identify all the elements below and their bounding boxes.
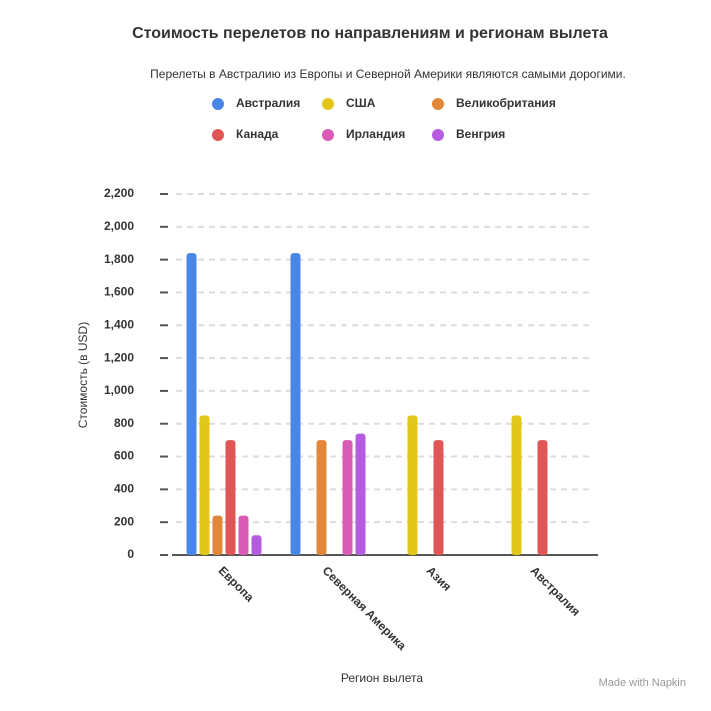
bar xyxy=(537,440,548,555)
legend-swatch xyxy=(212,98,224,110)
legend-swatch xyxy=(432,98,444,110)
legend-swatch xyxy=(322,129,334,141)
y-tick-label: 2,000 xyxy=(104,219,134,233)
y-tick-label: 1,200 xyxy=(104,350,134,364)
legend-label: США xyxy=(346,96,376,110)
bar xyxy=(355,433,366,555)
bar xyxy=(290,253,301,555)
y-tick-label: 0 xyxy=(127,547,134,561)
y-tick-label: 800 xyxy=(114,416,134,430)
bar xyxy=(186,253,197,555)
y-tick-label: 600 xyxy=(114,449,134,463)
watermark: Made with Napkin xyxy=(599,677,686,689)
bar xyxy=(511,415,522,555)
x-axis-label: Регион вылета xyxy=(341,671,424,685)
x-tick-label: Северная Америка xyxy=(320,563,410,653)
bar xyxy=(433,440,444,555)
bar xyxy=(212,515,223,555)
bar xyxy=(199,415,210,555)
legend-label: Великобритания xyxy=(456,96,556,110)
y-tick-label: 1,800 xyxy=(104,252,134,266)
bar xyxy=(407,415,418,555)
x-tick-label: Азия xyxy=(424,563,454,593)
chart-title: Стоимость перелетов по направлениям и ре… xyxy=(132,25,608,42)
y-tick-label: 1,400 xyxy=(104,317,134,331)
y-tick-label: 400 xyxy=(114,482,134,496)
y-tick-label: 1,600 xyxy=(104,285,134,299)
bar xyxy=(238,515,249,555)
y-tick-label: 200 xyxy=(114,514,134,528)
legend-label: Канада xyxy=(236,127,279,141)
legend-swatch xyxy=(322,98,334,110)
legend-label: Австралия xyxy=(236,96,300,110)
legend-swatch xyxy=(212,129,224,141)
y-tick-label: 1,000 xyxy=(104,383,134,397)
legend-swatch xyxy=(432,129,444,141)
bar xyxy=(225,440,236,555)
chart-subtitle: Перелеты в Австралию из Европы и Северно… xyxy=(150,67,626,81)
bar xyxy=(316,440,327,555)
bar xyxy=(342,440,353,555)
x-tick-label: Австралия xyxy=(528,563,583,618)
bar xyxy=(251,535,262,555)
x-tick-label: Европа xyxy=(216,563,257,604)
legend-label: Ирландия xyxy=(346,127,405,141)
y-tick-label: 2,200 xyxy=(104,186,134,200)
y-axis-label: Стоимость (в USD) xyxy=(76,322,90,428)
legend-label: Венгрия xyxy=(456,127,505,141)
